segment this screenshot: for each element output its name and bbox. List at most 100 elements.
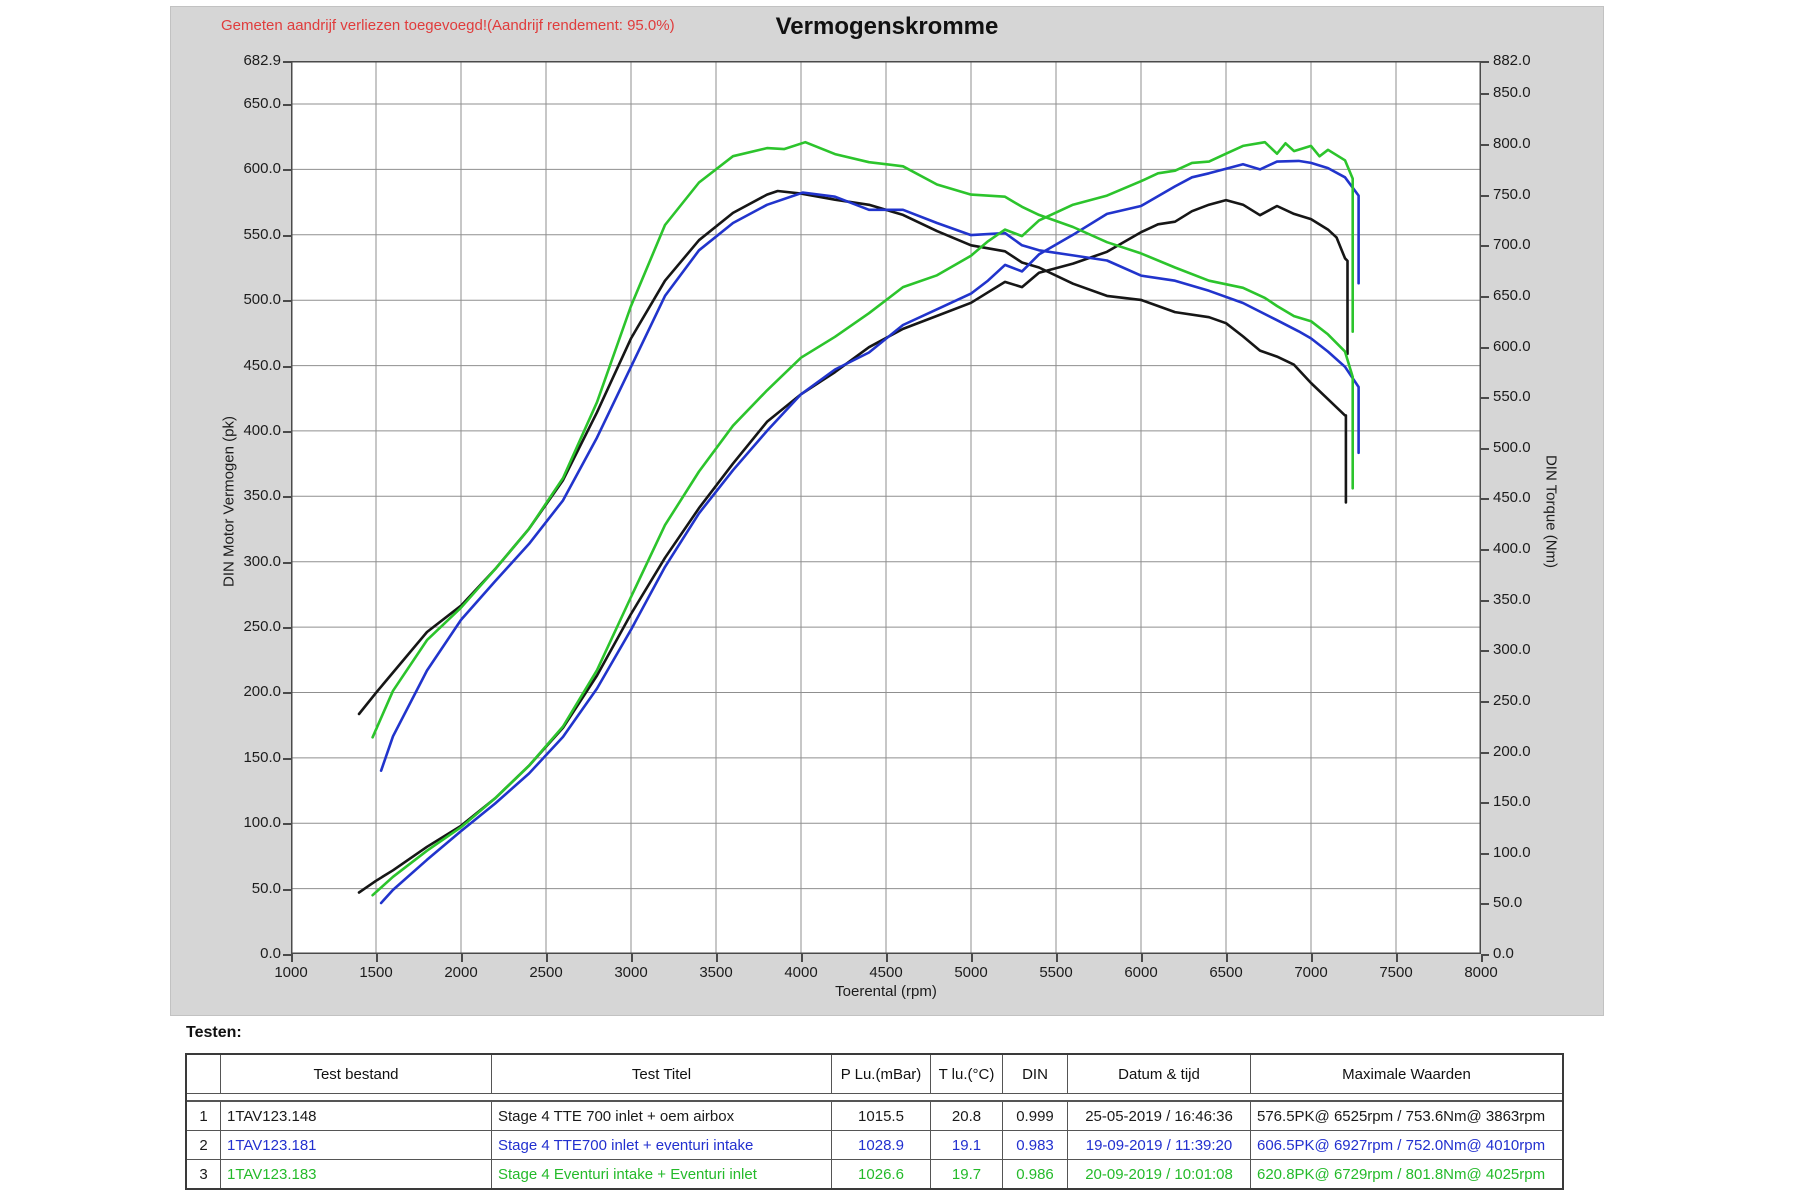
table-cell: 1 bbox=[199, 1107, 208, 1125]
column-header: Datum & tijd bbox=[1067, 1055, 1250, 1093]
torque-tick-label: 400.0 bbox=[1493, 540, 1531, 557]
rpm-tick-mark bbox=[886, 954, 888, 962]
power-tick-mark bbox=[283, 889, 291, 891]
rpm-tick-label: 1500 bbox=[359, 964, 393, 981]
torque-tick-mark bbox=[1481, 752, 1489, 754]
rpm-tick-label: 2500 bbox=[529, 964, 563, 981]
power-tick-label: 600.0 bbox=[243, 160, 281, 177]
power-tick-mark bbox=[283, 104, 291, 106]
rpm-tick-label: 4000 bbox=[784, 964, 818, 981]
column-header: P Lu.(mBar) bbox=[831, 1055, 930, 1093]
power-tick-mark bbox=[283, 300, 291, 302]
power-tick-label: 200.0 bbox=[243, 683, 281, 700]
table-cell: 19-09-2019 / 11:39:20 bbox=[1067, 1131, 1250, 1159]
torque-curve-run-2 bbox=[379, 191, 1360, 773]
torque-tick-label: 200.0 bbox=[1493, 743, 1531, 760]
torque-tick-label: 50.0 bbox=[1493, 894, 1523, 911]
torque-tick-label: 550.0 bbox=[1493, 388, 1531, 405]
power-tick-label: 650.0 bbox=[243, 95, 281, 112]
table-cell: 0.983 bbox=[1002, 1131, 1067, 1159]
table-cell: 606.5PK@ 6927rpm / 752.0Nm@ 4010rpm bbox=[1250, 1131, 1562, 1159]
table-cell: 3 bbox=[199, 1165, 208, 1183]
power-tick-label: 150.0 bbox=[243, 749, 281, 766]
rpm-tick-label: 2000 bbox=[444, 964, 478, 981]
table-cell: 25-05-2019 / 16:46:36 bbox=[1067, 1102, 1250, 1130]
rpm-tick-mark bbox=[1226, 954, 1228, 962]
power-tick-label: 100.0 bbox=[243, 814, 281, 831]
power-tick-label: 250.0 bbox=[243, 618, 281, 635]
rpm-tick-label: 3000 bbox=[614, 964, 648, 981]
table-cell: 20-09-2019 / 10:01:08 bbox=[1067, 1160, 1250, 1188]
rpm-tick-mark bbox=[631, 954, 633, 962]
table-cell: 1015.5 bbox=[831, 1102, 930, 1130]
rpm-tick-mark bbox=[801, 954, 803, 962]
table-cell: 0.986 bbox=[1002, 1160, 1067, 1188]
power-tick-mark bbox=[283, 496, 291, 498]
torque-tick-label: 882.0 bbox=[1493, 52, 1531, 69]
table-caption: Testen: bbox=[186, 1024, 242, 1041]
rpm-tick-label: 1000 bbox=[274, 964, 308, 981]
torque-tick-mark bbox=[1481, 600, 1489, 602]
table-cell: 1028.9 bbox=[831, 1131, 930, 1159]
power-tick-mark bbox=[283, 366, 291, 368]
torque-tick-label: 700.0 bbox=[1493, 236, 1531, 253]
column-header: DIN bbox=[1002, 1055, 1067, 1093]
column-header: Test Titel bbox=[491, 1055, 831, 1093]
rpm-tick-mark bbox=[461, 954, 463, 962]
rpm-tick-label: 3500 bbox=[699, 964, 733, 981]
table-cell: 620.8PK@ 6729rpm / 801.8Nm@ 4025rpm bbox=[1250, 1160, 1562, 1188]
rpm-tick-label: 4500 bbox=[869, 964, 903, 981]
torque-tick-label: 750.0 bbox=[1493, 186, 1531, 203]
rpm-tick-label: 7000 bbox=[1294, 964, 1328, 981]
table-cell: 19.1 bbox=[930, 1131, 1002, 1159]
torque-tick-label: 800.0 bbox=[1493, 135, 1531, 152]
x-axis-label: Toerental (rpm) bbox=[835, 983, 937, 1000]
torque-tick-label: 300.0 bbox=[1493, 641, 1531, 658]
table-row: 1 1TAV123.148 Stage 4 TTE 700 inlet + oem … bbox=[187, 1102, 1562, 1130]
column-header: Maximale Waarden bbox=[1250, 1055, 1562, 1093]
torque-tick-mark bbox=[1481, 347, 1489, 349]
rpm-tick-mark bbox=[971, 954, 973, 962]
power-tick-mark bbox=[283, 61, 291, 63]
torque-tick-mark bbox=[1481, 701, 1489, 703]
drivetrain-loss-note: Gemeten aandrijf verliezen toegevoegd!(A… bbox=[221, 17, 675, 34]
torque-tick-mark bbox=[1481, 903, 1489, 905]
table-cell: 1TAV123.181 bbox=[220, 1131, 491, 1159]
column-header bbox=[187, 1055, 220, 1093]
power-tick-label: 0.0 bbox=[260, 945, 281, 962]
table-cell: 0.999 bbox=[1002, 1102, 1067, 1130]
table-cell: 20.8 bbox=[930, 1102, 1002, 1130]
torque-tick-mark bbox=[1481, 853, 1489, 855]
rpm-tick-label: 5000 bbox=[954, 964, 988, 981]
header-divider bbox=[187, 1094, 1562, 1102]
column-header: T lu.(°C) bbox=[930, 1055, 1002, 1093]
torque-tick-label: 600.0 bbox=[1493, 338, 1531, 355]
rpm-tick-mark bbox=[1311, 954, 1313, 962]
rpm-tick-mark bbox=[1481, 954, 1483, 962]
rpm-tick-label: 5500 bbox=[1039, 964, 1073, 981]
torque-tick-label: 150.0 bbox=[1493, 793, 1531, 810]
table-cell: 2 bbox=[199, 1136, 208, 1154]
torque-tick-mark bbox=[1481, 448, 1489, 450]
power-tick-label: 550.0 bbox=[243, 226, 281, 243]
rpm-tick-mark bbox=[1056, 954, 1058, 962]
rpm-tick-label: 6500 bbox=[1209, 964, 1243, 981]
rpm-tick-mark bbox=[376, 954, 378, 962]
table-cell: Stage 4 Eventuri intake + Eventuri inlet bbox=[491, 1160, 831, 1188]
power-tick-label: 350.0 bbox=[243, 487, 281, 504]
power-tick-mark bbox=[283, 758, 291, 760]
torque-tick-mark bbox=[1481, 195, 1489, 197]
torque-tick-mark bbox=[1481, 802, 1489, 804]
rpm-tick-label: 7500 bbox=[1379, 964, 1413, 981]
torque-tick-mark bbox=[1481, 954, 1489, 956]
table-cell: Stage 4 TTE700 inlet + eventuri intake bbox=[491, 1131, 831, 1159]
power-tick-mark bbox=[283, 431, 291, 433]
power-tick-mark bbox=[283, 627, 291, 629]
torque-tick-label: 850.0 bbox=[1493, 84, 1531, 101]
torque-tick-mark bbox=[1481, 498, 1489, 500]
power-tick-label: 682.9 bbox=[243, 52, 281, 69]
table-cell: Stage 4 TTE 700 inlet + oem airbox bbox=[491, 1102, 831, 1130]
rpm-tick-mark bbox=[1141, 954, 1143, 962]
rpm-tick-mark bbox=[291, 954, 293, 962]
